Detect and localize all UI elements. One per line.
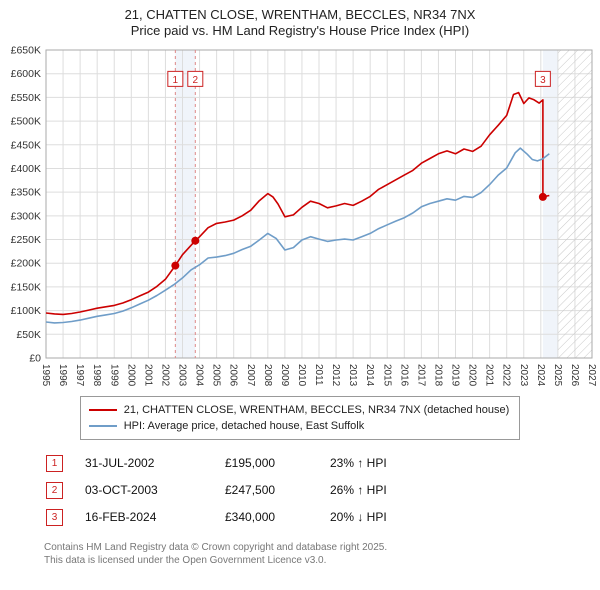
svg-text:2010: 2010 <box>296 364 307 387</box>
svg-text:£350K: £350K <box>11 186 41 198</box>
legend-item-price-paid: 21, CHATTEN CLOSE, WRENTHAM, BECCLES, NR… <box>88 402 510 418</box>
sale-point-marker <box>171 261 180 270</box>
svg-text:£650K: £650K <box>11 44 41 56</box>
price-paid-line-swatch <box>88 408 117 411</box>
svg-text:£450K: £450K <box>11 139 41 151</box>
chart-legend: 21, CHATTEN CLOSE, WRENTHAM, BECCLES, NR… <box>79 395 521 440</box>
svg-text:£100K: £100K <box>11 305 41 317</box>
table-row: 1 31-JUL-2002 £195,000 23% ↑ HPI <box>46 450 600 477</box>
transaction-price: £195,000 <box>225 456 276 470</box>
price-paid-line <box>45 91 550 315</box>
svg-text:2000: 2000 <box>125 364 136 387</box>
svg-text:£250K: £250K <box>11 234 41 246</box>
svg-text:1: 1 <box>173 74 179 85</box>
svg-text:2002: 2002 <box>159 364 170 387</box>
sale-point-marker <box>538 192 547 201</box>
legend-label: HPI: Average price, detached house, East… <box>123 419 365 432</box>
transaction-number-badge: 1 <box>46 454 63 472</box>
svg-text:2016: 2016 <box>398 364 409 387</box>
svg-text:2020: 2020 <box>467 364 478 387</box>
svg-text:2021: 2021 <box>484 364 495 387</box>
svg-text:2022: 2022 <box>501 364 512 387</box>
svg-text:£150K: £150K <box>11 281 41 293</box>
svg-text:2013: 2013 <box>347 364 358 387</box>
price-chart: 1 2 3 £0 £50K £100K £150K £200K £250K £300K £350K £… <box>0 42 600 394</box>
hpi-line-swatch <box>88 424 117 427</box>
svg-text:2014: 2014 <box>364 364 375 387</box>
transaction-hpi-delta: 20% ↓ HPI <box>330 510 387 524</box>
svg-text:1998: 1998 <box>91 364 102 387</box>
future-hatch-region <box>557 49 592 358</box>
footer-line-1: Contains HM Land Registry data © Crown c… <box>44 541 388 553</box>
svg-text:2024: 2024 <box>535 364 546 387</box>
sale-number-badge <box>187 70 204 87</box>
svg-text:2007: 2007 <box>245 364 256 387</box>
svg-text:£500K: £500K <box>11 115 41 127</box>
svg-text:2012: 2012 <box>330 364 341 387</box>
svg-text:£300K: £300K <box>11 210 41 222</box>
svg-text:2001: 2001 <box>142 364 153 387</box>
transaction-number-badge: 2 <box>46 481 63 499</box>
svg-text:2025: 2025 <box>552 364 563 387</box>
svg-text:1999: 1999 <box>108 364 119 387</box>
svg-text:2008: 2008 <box>262 364 273 387</box>
sale-number-badge <box>167 70 184 87</box>
legend-item-hpi: HPI: Average price, detached house, East… <box>88 418 510 434</box>
transaction-price: £247,500 <box>225 483 276 497</box>
svg-text:2017: 2017 <box>415 364 426 387</box>
chart-header: 21, CHATTEN CLOSE, WRENTHAM, BECCLES, NR… <box>0 0 600 40</box>
svg-text:2027: 2027 <box>586 364 597 387</box>
svg-text:£600K: £600K <box>11 68 41 80</box>
transaction-date: 31-JUL-2002 <box>85 456 155 470</box>
table-row: 2 03-OCT-2003 £247,500 26% ↑ HPI <box>46 477 600 504</box>
sale-number-badge <box>534 70 551 87</box>
page-subtitle: Price paid vs. HM Land Registry's House … <box>130 23 470 39</box>
price-chart-svg: 1 2 3 £0 £50K £100K £150K £200K £250K £300K £350K £… <box>11 44 597 387</box>
svg-text:2019: 2019 <box>450 364 461 387</box>
page-title: 21, CHATTEN CLOSE, WRENTHAM, BECCLES, NR… <box>124 7 476 22</box>
svg-text:2: 2 <box>193 74 199 85</box>
svg-text:£400K: £400K <box>11 162 41 174</box>
svg-text:3: 3 <box>540 74 546 85</box>
transaction-hpi-delta: 26% ↑ HPI <box>330 483 387 497</box>
svg-text:2004: 2004 <box>194 364 205 387</box>
svg-text:2026: 2026 <box>569 364 580 387</box>
svg-text:1995: 1995 <box>40 364 51 387</box>
sale-point-marker <box>191 236 200 245</box>
svg-text:2018: 2018 <box>432 364 443 387</box>
highlight-band <box>175 49 196 358</box>
transaction-number-badge: 3 <box>46 508 63 526</box>
svg-text:2003: 2003 <box>177 364 188 387</box>
transaction-date: 16-FEB-2024 <box>85 510 157 524</box>
footer-line-2: This data is licensed under the Open Gov… <box>44 554 327 566</box>
svg-text:£200K: £200K <box>11 257 41 269</box>
svg-text:2006: 2006 <box>228 364 239 387</box>
license-footer: Contains HM Land Registry data © Crown c… <box>44 541 600 567</box>
svg-text:2009: 2009 <box>279 364 290 387</box>
svg-text:£50K: £50K <box>16 328 41 340</box>
transactions-table: 1 31-JUL-2002 £195,000 23% ↑ HPI 2 03-OC… <box>46 450 600 531</box>
hpi-line <box>45 146 550 324</box>
transaction-hpi-delta: 23% ↑ HPI <box>330 456 387 470</box>
svg-text:2005: 2005 <box>211 364 222 387</box>
table-row: 3 16-FEB-2024 £340,000 20% ↓ HPI <box>46 504 600 531</box>
svg-text:1997: 1997 <box>74 364 85 387</box>
svg-text:2015: 2015 <box>381 364 392 387</box>
svg-text:2023: 2023 <box>518 364 529 387</box>
transaction-date: 03-OCT-2003 <box>85 483 158 497</box>
legend-label: 21, CHATTEN CLOSE, WRENTHAM, BECCLES, NR… <box>123 403 510 416</box>
transaction-price: £340,000 <box>225 510 276 524</box>
highlight-band <box>542 49 558 358</box>
svg-text:£0: £0 <box>29 352 41 364</box>
svg-text:£550K: £550K <box>11 91 41 103</box>
svg-text:2011: 2011 <box>313 364 324 386</box>
svg-text:1996: 1996 <box>57 364 68 387</box>
